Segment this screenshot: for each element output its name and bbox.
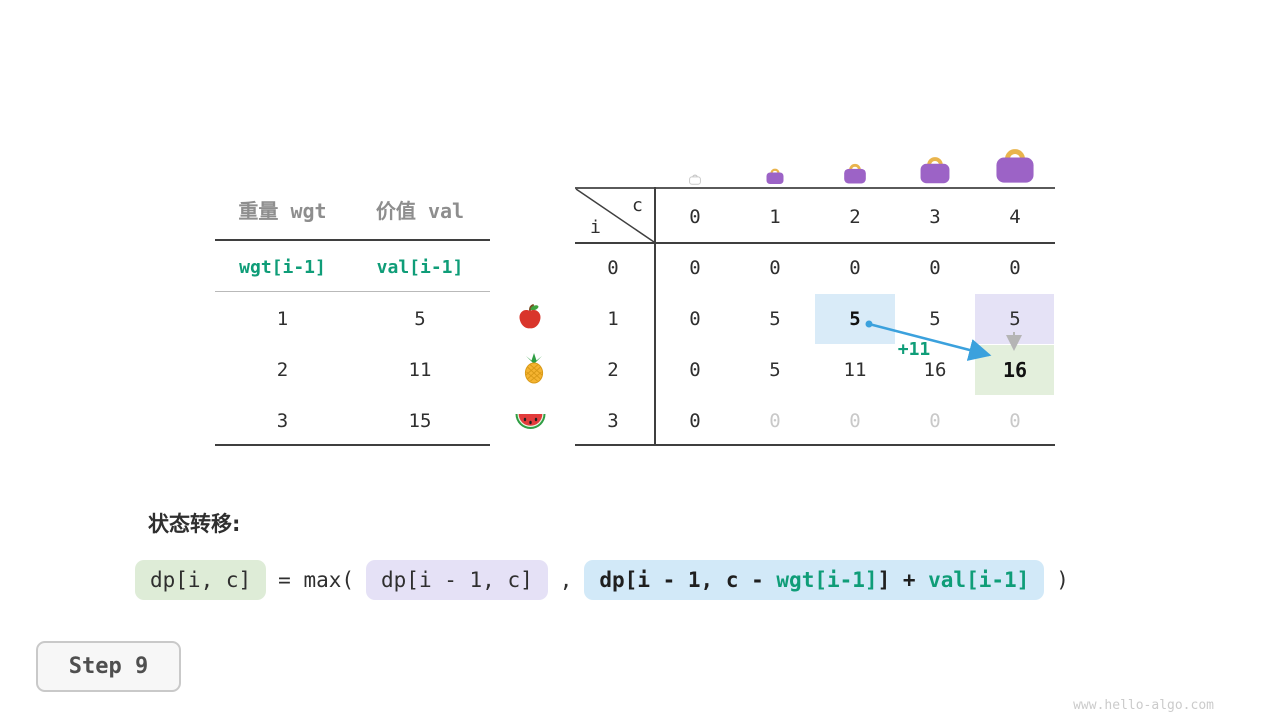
dp-table-rule-top	[575, 187, 1055, 189]
bag-xlarge-icon	[996, 149, 1034, 183]
dp-cell: 0	[769, 257, 781, 279]
item-val-1: 5	[414, 308, 426, 330]
pineapple-icon	[524, 353, 544, 384]
dp-table-rule-bottom	[575, 444, 1055, 446]
dp-cell: 11	[843, 359, 867, 381]
dp-row-header-0: 0	[607, 257, 619, 279]
dp-col-header-0: 0	[689, 206, 701, 228]
dp-cell: 16	[923, 359, 947, 381]
dp-cell: 5	[769, 359, 781, 381]
watermark: www.hello-algo.com	[1073, 698, 1214, 713]
dp-cell-above: 5	[1009, 308, 1021, 330]
dp-cell: 0	[849, 257, 861, 279]
dp-row-header-2: 2	[607, 359, 619, 381]
corner-row-var: i	[590, 217, 601, 238]
formula-equals-max: = max(	[278, 568, 355, 592]
item-table-rule-bottom	[215, 444, 490, 446]
dp-cell-pending: 0	[929, 410, 941, 432]
bag-medium-icon	[844, 163, 866, 184]
dp-cell: 0	[1009, 257, 1021, 279]
dp-cell: 5	[929, 308, 941, 330]
formula-comma: ,	[559, 568, 573, 592]
dp-cell: 0	[689, 308, 701, 330]
item-val-2: 11	[408, 359, 432, 381]
item-table-header-val: 价值 val	[375, 199, 465, 223]
dp-cell: 5	[769, 308, 781, 330]
dp-table-rule-vertical	[654, 187, 656, 446]
formula-take-val: val[i-1]	[928, 568, 1030, 592]
dp-col-header-1: 1	[769, 206, 781, 228]
corner-col-var: c	[632, 195, 643, 216]
bag-outline-tiny-icon	[689, 174, 701, 185]
dp-col-header-3: 3	[929, 206, 941, 228]
step-indicator: Step 9	[36, 641, 181, 692]
item-table-header-wgt: 重量 wgt	[238, 199, 327, 223]
dp-col-header-4: 4	[1009, 206, 1021, 228]
add-value-annotation: +11	[897, 339, 931, 360]
dp-cell: 0	[689, 410, 701, 432]
formula-option-take: dp[i - 1, c - wgt[i-1]] + val[i-1]	[584, 560, 1045, 600]
item-table-rule-top	[215, 239, 490, 241]
dp-row-header-3: 3	[607, 410, 619, 432]
formula-take-mid: ] +	[877, 568, 929, 592]
bag-large-icon	[920, 157, 950, 184]
watermelon-icon	[515, 414, 546, 429]
dp-cell: 0	[689, 257, 701, 279]
item-val-3: 15	[408, 410, 432, 432]
dp-table-rule-header	[575, 242, 1055, 244]
item-table-rule-mid	[215, 291, 490, 292]
state-transition-label: 状态转移:	[148, 512, 241, 536]
formula-option-skip: dp[i - 1, c]	[366, 560, 548, 600]
item-wgt-2: 2	[276, 359, 289, 381]
bag-small-icon	[766, 168, 784, 184]
apple-icon	[519, 304, 541, 329]
dp-cell-pending: 0	[1009, 410, 1021, 432]
formula-take-wgt: wgt[i-1]	[776, 568, 878, 592]
transition-formula: dp[i, c] = max( dp[i - 1, c] , dp[i - 1,…	[135, 560, 1069, 600]
item-wgt-1: 1	[276, 308, 289, 330]
item-table-val-formula: val[i-1]	[376, 257, 464, 278]
dp-col-header-2: 2	[849, 206, 861, 228]
dp-cell-pending: 0	[769, 410, 781, 432]
dp-cell: 0	[929, 257, 941, 279]
formula-take-prefix: dp[i - 1, c -	[599, 568, 777, 592]
dp-row-header-1: 1	[607, 308, 619, 330]
formula-lhs: dp[i, c]	[135, 560, 267, 600]
dp-cell-source: 5	[849, 308, 861, 330]
item-table-wgt-formula: wgt[i-1]	[239, 257, 326, 278]
dp-cell-current: 16	[1002, 358, 1028, 382]
dp-cell-pending: 0	[849, 410, 861, 432]
formula-close-paren: )	[1056, 568, 1069, 592]
item-wgt-3: 3	[276, 410, 289, 432]
dp-cell: 0	[689, 359, 701, 381]
